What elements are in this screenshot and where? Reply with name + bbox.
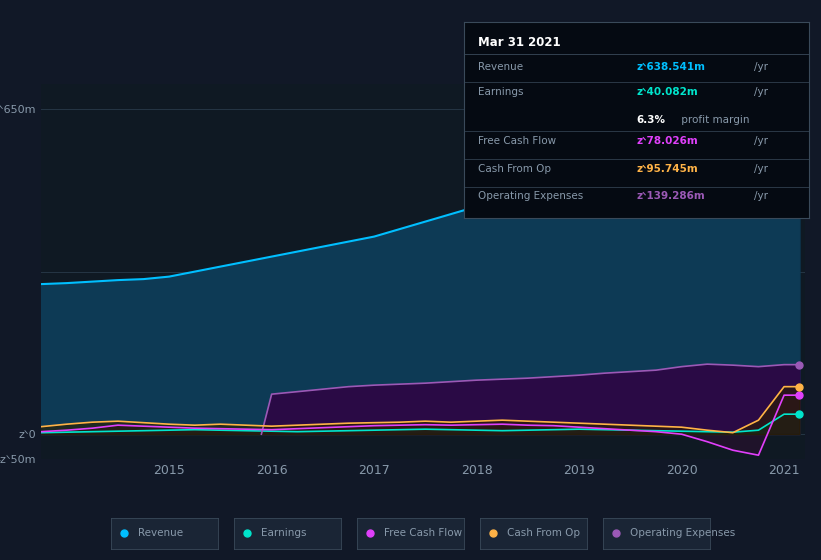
Text: Earnings: Earnings — [478, 87, 523, 97]
Text: /yr: /yr — [754, 191, 768, 201]
Text: Operating Expenses: Operating Expenses — [478, 191, 583, 201]
Text: /yr: /yr — [754, 136, 768, 146]
Text: Free Cash Flow: Free Cash Flow — [384, 529, 462, 538]
Text: 6.3%: 6.3% — [636, 115, 665, 124]
Text: profit margin: profit margin — [677, 115, 749, 124]
Text: /yr: /yr — [754, 87, 768, 97]
Text: /yr: /yr — [754, 62, 768, 72]
Text: Free Cash Flow: Free Cash Flow — [478, 136, 556, 146]
Text: /yr: /yr — [754, 164, 768, 174]
Text: zᐠ139.286m: zᐠ139.286m — [636, 191, 705, 201]
Text: zᐠ40.082m: zᐠ40.082m — [636, 87, 698, 97]
Text: Revenue: Revenue — [138, 529, 182, 538]
Text: Cash From Op: Cash From Op — [507, 529, 580, 538]
Text: zᐠ95.745m: zᐠ95.745m — [636, 164, 698, 174]
Text: Cash From Op: Cash From Op — [478, 164, 551, 174]
Text: Earnings: Earnings — [261, 529, 306, 538]
Text: zᐠ78.026m: zᐠ78.026m — [636, 136, 698, 146]
Text: Revenue: Revenue — [478, 62, 523, 72]
Text: Mar 31 2021: Mar 31 2021 — [478, 36, 560, 49]
Text: Operating Expenses: Operating Expenses — [631, 529, 736, 538]
Text: zᐠ638.541m: zᐠ638.541m — [636, 62, 705, 72]
